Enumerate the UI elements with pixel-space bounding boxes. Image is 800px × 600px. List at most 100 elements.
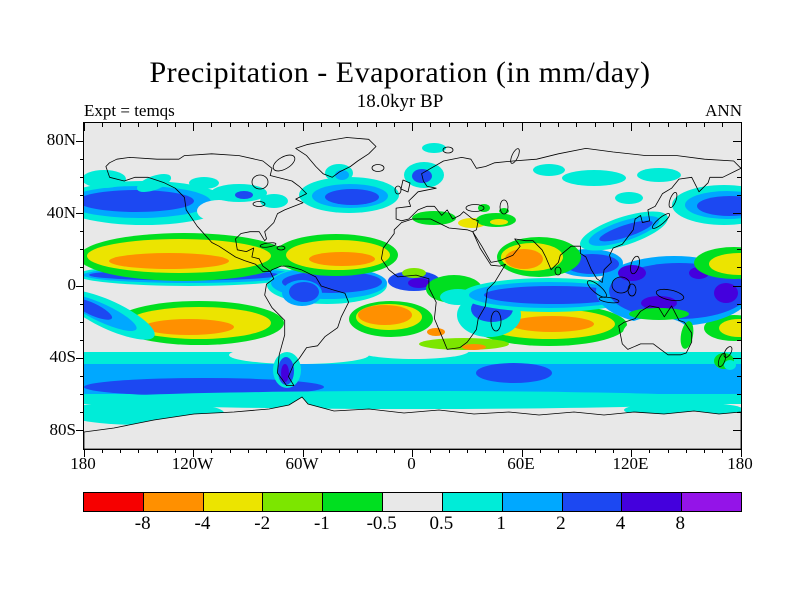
colorbar-segment (442, 493, 503, 511)
x-axis-tick (485, 123, 486, 127)
colorbar-segment (622, 493, 683, 511)
x-axis-tick (138, 449, 140, 453)
world-map-plot (84, 123, 741, 449)
x-axis-tick (430, 123, 432, 127)
y-axis-tick (80, 158, 84, 160)
x-axis-tick (558, 449, 559, 453)
y-axis-tick (737, 339, 741, 341)
x-tick-label: 120W (171, 454, 214, 473)
colorbar-segment (203, 493, 264, 511)
x-axis-tick (193, 123, 194, 131)
x-axis-tick (375, 123, 377, 127)
x-axis-tick (448, 123, 450, 127)
map-plot-frame (76, 122, 742, 457)
y-axis-tick (76, 430, 84, 432)
x-axis-tick (722, 123, 724, 127)
y-axis-tick (80, 194, 84, 196)
colorbar-tick-label: -8 (134, 513, 151, 534)
y-axis-tick (737, 303, 741, 305)
x-axis-tick (375, 449, 377, 453)
y-tick-label: 0 (67, 275, 77, 294)
x-axis-tick (704, 123, 705, 127)
y-axis-tick (737, 267, 741, 269)
y-axis-tick (80, 394, 84, 396)
x-axis-tick (612, 449, 614, 453)
y-axis-tick (80, 376, 84, 378)
x-axis-tick (594, 449, 596, 453)
x-axis-tick (649, 449, 651, 453)
y-axis-tick (737, 249, 741, 251)
colorbar-segment (323, 493, 384, 511)
y-axis-tick (737, 194, 741, 196)
x-axis-tick (393, 123, 395, 127)
y-axis-tick (737, 158, 741, 160)
y-axis-tick (76, 213, 84, 215)
y-tick-label: 40S (49, 347, 76, 367)
x-axis-tick (594, 123, 596, 127)
colorbar-tick-label: 0.5 (429, 513, 454, 534)
contour-fill-field (84, 123, 741, 449)
x-axis-tick (667, 123, 669, 127)
x-axis-tick (576, 123, 578, 127)
x-axis-tick (357, 449, 359, 453)
x-axis-tick (229, 123, 231, 127)
x-axis-tick (412, 123, 413, 131)
y-tick-label: 80N (46, 130, 76, 150)
x-axis-tick (722, 449, 724, 453)
x-axis-tick (174, 123, 176, 127)
x-axis-tick (320, 449, 322, 453)
y-axis-tick (737, 321, 741, 323)
x-axis-tick (339, 123, 340, 127)
y-axis-tick (737, 376, 741, 378)
colorbar (83, 492, 742, 512)
x-tick-label: 60E (507, 454, 535, 473)
y-axis-tick (733, 285, 741, 287)
colorbar-tick-label: -2 (254, 513, 271, 534)
x-axis-tick (704, 449, 705, 453)
colorbar-segment (502, 493, 563, 511)
x-axis-tick (685, 449, 687, 453)
y-axis-tick (737, 176, 741, 178)
x-axis-tick (101, 123, 103, 127)
colorbar-tick-label: -1 (313, 513, 330, 534)
y-axis-tick (80, 231, 84, 233)
x-axis-tick (393, 449, 395, 453)
y-axis-tick (76, 357, 84, 359)
x-axis-tick (539, 123, 541, 127)
x-axis-tick (521, 123, 523, 131)
x-axis-tick (320, 123, 322, 127)
x-axis-tick (558, 123, 559, 127)
x-axis-tick (284, 123, 286, 127)
x-axis-tick (83, 449, 85, 457)
y-axis-tick (80, 267, 84, 269)
x-tick-label: 180 (70, 454, 96, 473)
x-axis-tick (193, 449, 194, 457)
x-axis-tick (156, 449, 158, 453)
x-axis-tick (667, 449, 669, 453)
colorbar-tick-label: -0.5 (366, 513, 397, 534)
x-axis-tick (302, 123, 304, 131)
x-axis-tick (485, 449, 486, 453)
x-tick-label: 0 (407, 454, 416, 473)
y-axis-tick (737, 231, 741, 233)
colorbar-segment (682, 493, 741, 511)
x-axis-tick (229, 449, 231, 453)
x-axis-tick (101, 449, 103, 453)
y-axis-tick (737, 394, 741, 396)
colorbar-tick-label: 4 (615, 513, 626, 534)
x-axis-tick (466, 449, 468, 453)
x-axis-tick (740, 123, 742, 131)
x-axis-tick (576, 449, 578, 453)
x-axis-tick (521, 449, 523, 457)
y-axis-tick (733, 357, 741, 359)
x-axis-tick (612, 123, 614, 127)
colorbar-segment (84, 493, 144, 511)
x-axis-tick (211, 449, 213, 453)
y-axis-tick (733, 140, 741, 142)
x-axis-tick (302, 449, 304, 457)
y-axis-tick (80, 321, 84, 323)
colorbar-segment (383, 493, 443, 511)
colorbar-tick-label: 2 (556, 513, 566, 534)
x-tick-label: 120E (612, 454, 649, 473)
subtitle-time-label: 18.0kyr BP (356, 91, 444, 112)
